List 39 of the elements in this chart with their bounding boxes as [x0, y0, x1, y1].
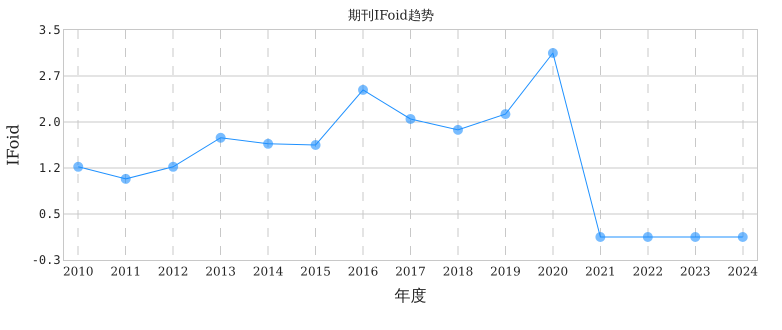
point: [216, 132, 226, 143]
y-tick-label: 1.2: [38, 161, 61, 176]
point: [358, 84, 368, 95]
x-tick-label: 2017: [395, 264, 426, 278]
chart-title: 期刊IFoid趋势: [348, 8, 434, 24]
y-tick-label: 2.0: [38, 115, 61, 130]
point: [263, 138, 274, 149]
y-tick-label: -0.3: [32, 253, 61, 268]
x-tick-label: 2018: [442, 264, 474, 278]
x-tick-label: 2010: [62, 264, 94, 278]
point: [310, 140, 321, 150]
point: [120, 174, 131, 184]
y-axis-title: IFoid: [4, 124, 23, 166]
x-tick-label: 2016: [348, 264, 378, 278]
x-tick-label: 2019: [490, 264, 521, 278]
x-axis-title: 年度: [394, 286, 426, 306]
x-tick-label: 2011: [110, 264, 141, 278]
x-tick-label: 2020: [538, 264, 568, 278]
y-tick-label: 0.5: [38, 207, 61, 222]
x-tick-label: 2021: [585, 264, 616, 278]
x-tick-label: 2015: [300, 264, 331, 278]
y-tick-label: 2.7: [38, 69, 61, 84]
point: [168, 162, 178, 172]
point: [642, 232, 653, 242]
point: [548, 48, 558, 58]
point: [595, 232, 606, 242]
x-tick-label: 2013: [205, 264, 236, 278]
point: [738, 232, 748, 242]
x-tick-label: 2014: [252, 264, 284, 278]
x-tick-label: 2023: [680, 264, 711, 278]
x-tick-label: 2024: [727, 264, 758, 278]
point: [406, 114, 416, 124]
point: [690, 232, 700, 242]
x-tick-label: 2012: [158, 264, 188, 278]
point: [73, 162, 84, 172]
y-tick-label: 3.5: [38, 23, 61, 38]
point: [452, 124, 463, 135]
point: [500, 109, 510, 120]
x-tick-label: 2022: [632, 264, 664, 278]
